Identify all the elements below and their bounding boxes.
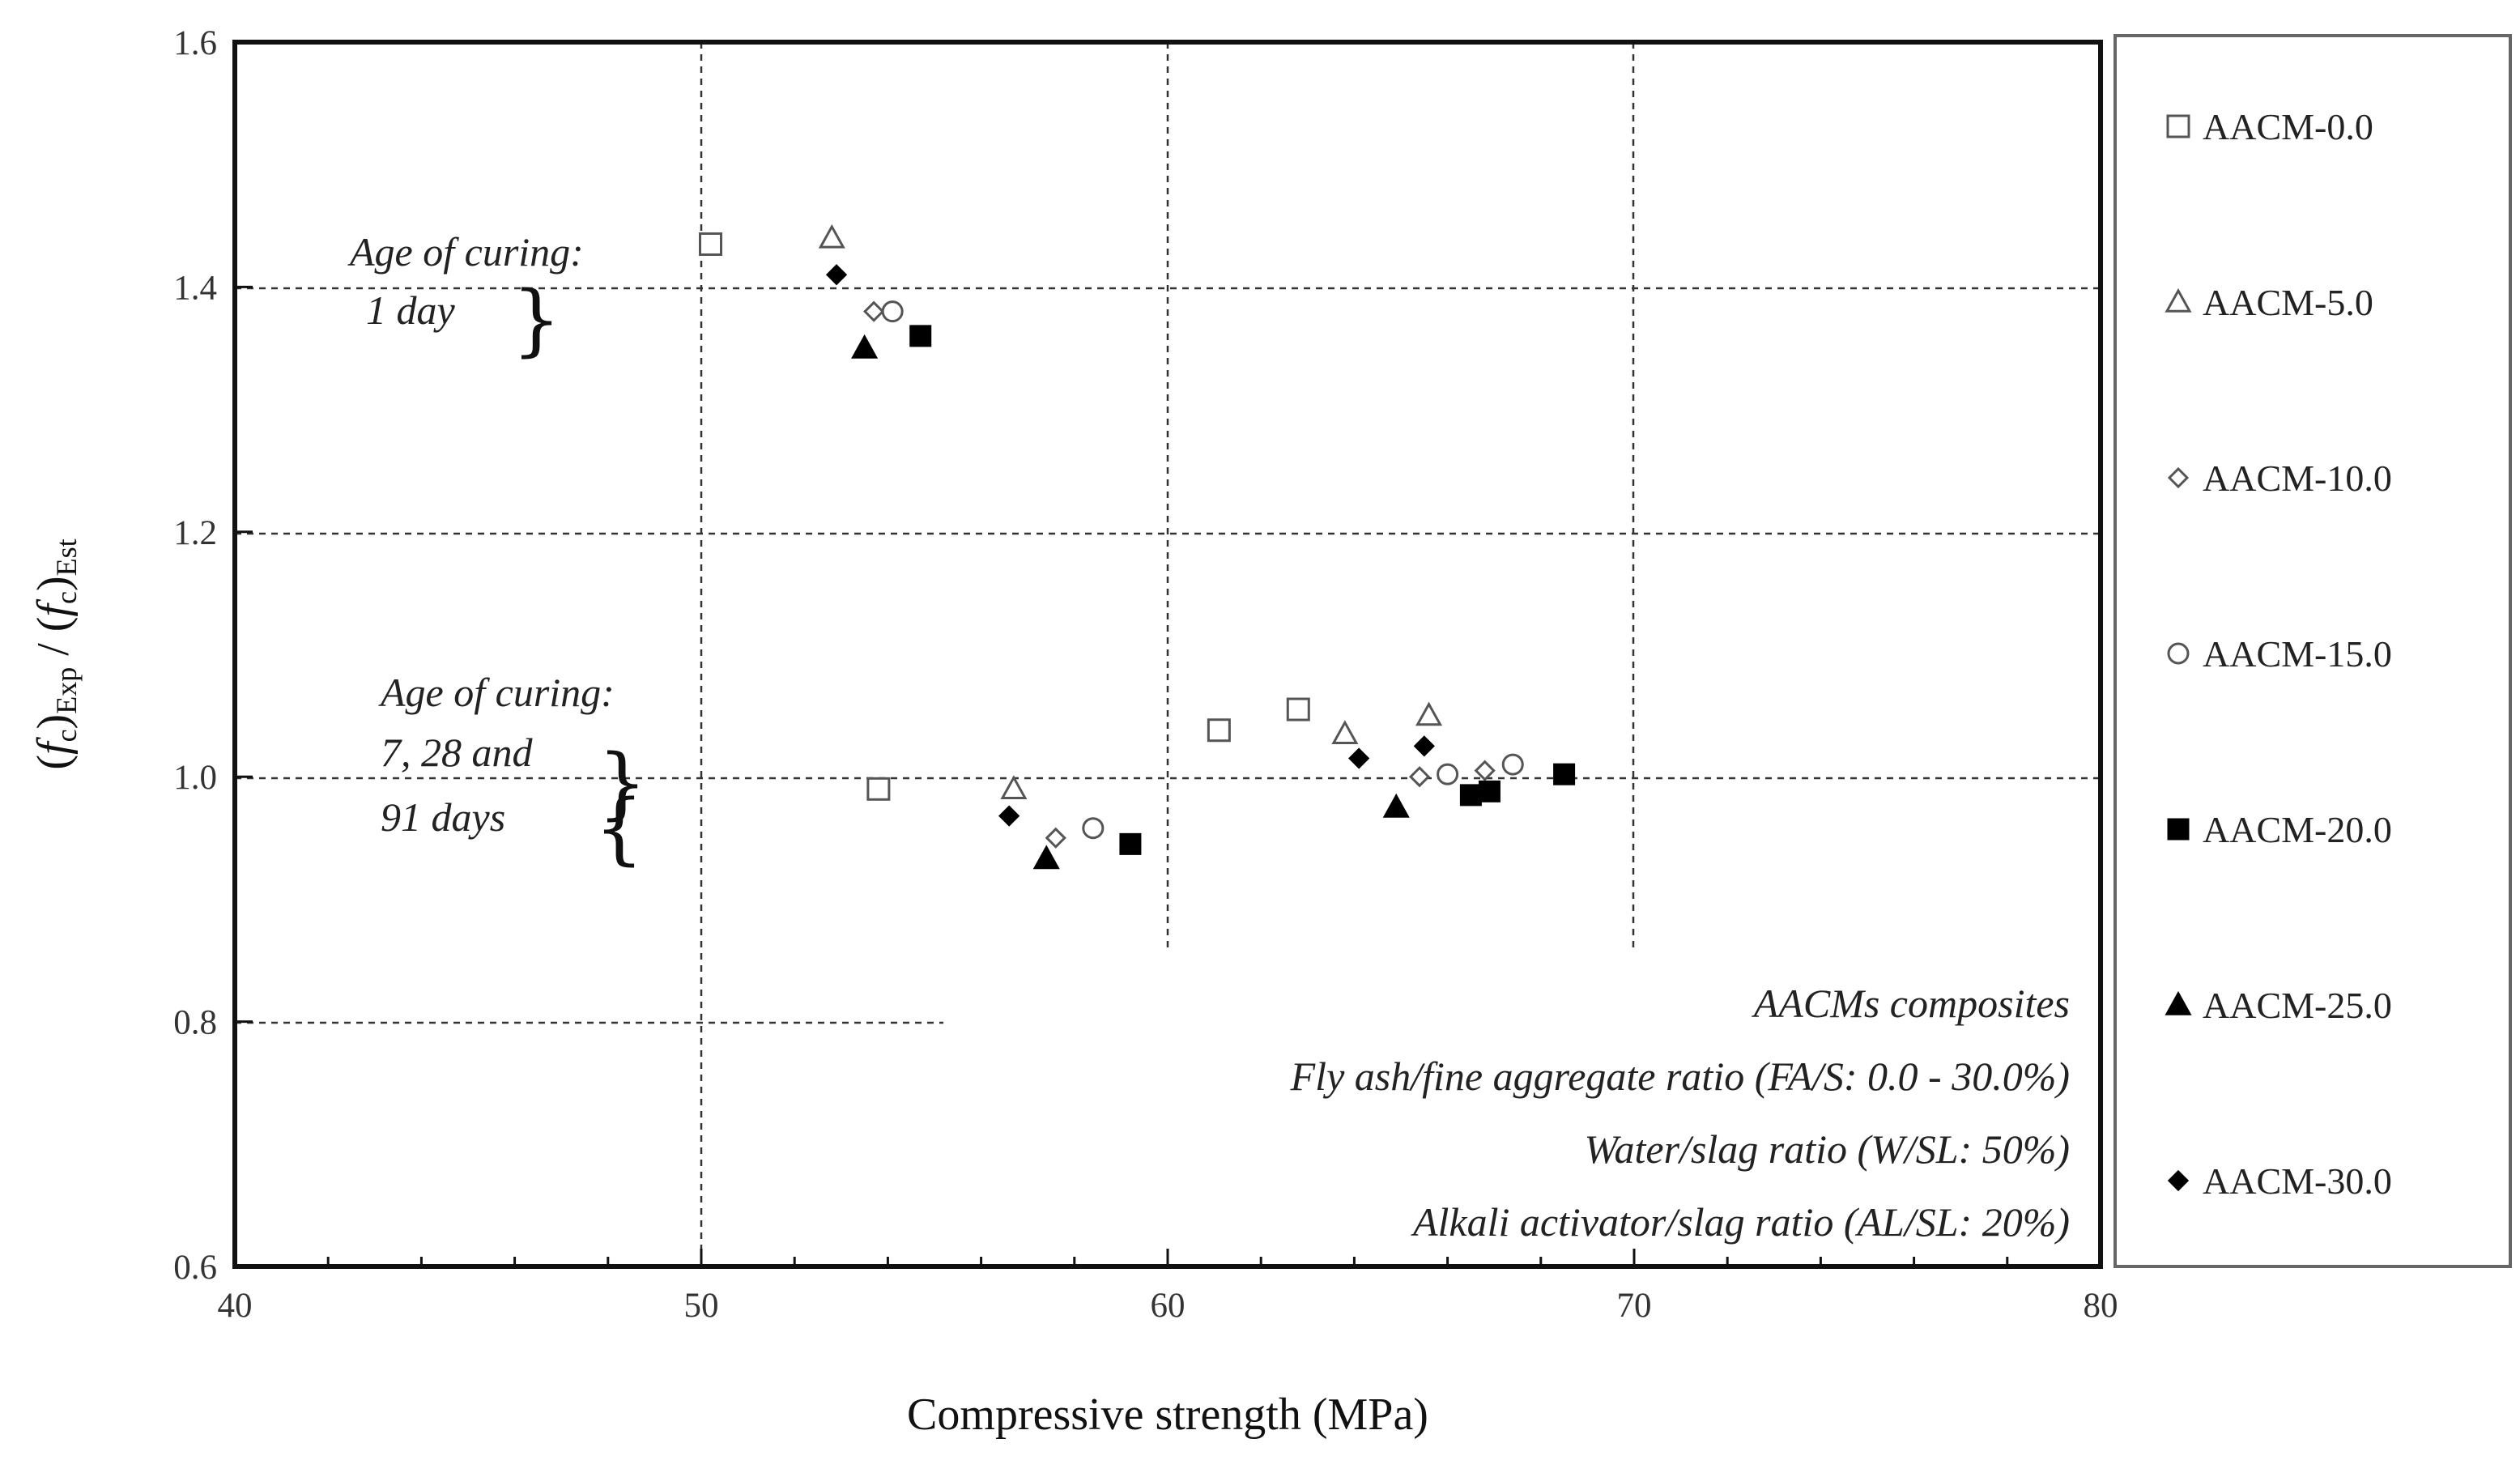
data-point-aacm-5.0 <box>1415 701 1443 726</box>
annotation-age1-line1: Age of curing: <box>347 229 584 275</box>
y-axis-title-part: c <box>50 591 83 604</box>
legend-marker-aacm-20.0 <box>2167 818 2190 841</box>
brace-age2-lower: { <box>594 783 644 874</box>
data-point-aacm-30.0 <box>998 805 1020 827</box>
data-point-aacm-20.0 <box>1119 832 1142 855</box>
y-axis-title-part: Est <box>50 538 83 576</box>
legend-label: AACM-30.0 <box>2203 1160 2392 1202</box>
data-point-aacm-10.0 <box>1045 827 1066 849</box>
note-line1: AACMs composites <box>1752 981 2070 1026</box>
data-markers <box>699 223 1576 870</box>
data-point-aacm-5.0 <box>1000 775 1028 800</box>
legend-marker-aacm-5.0 <box>2165 287 2192 313</box>
data-point-aacm-5.0 <box>1331 720 1359 744</box>
data-point-aacm-25.0 <box>851 334 879 359</box>
y-axis-title-part: Exp <box>50 667 83 714</box>
data-point-aacm-15.0 <box>1082 817 1105 840</box>
data-point-aacm-20.0 <box>1478 780 1501 802</box>
annotation-age2-line3: 91 days <box>381 794 505 840</box>
data-point-aacm-10.0 <box>862 300 885 322</box>
annotation-age2-line1: Age of curing: <box>378 670 615 715</box>
legend-marker-aacm-0.0 <box>2166 114 2190 138</box>
x-tick-label: 40 <box>218 1287 253 1325</box>
legend-marker-aacm-25.0 <box>2165 990 2192 1015</box>
data-point-aacm-0.0 <box>699 232 723 256</box>
data-point-aacm-20.0 <box>1459 784 1482 807</box>
legend-label: AACM-25.0 <box>2203 985 2392 1026</box>
legend-marker-aacm-10.0 <box>2167 466 2190 489</box>
y-axis-title: (fc)Exp / (fc)Est <box>28 538 83 769</box>
brace-age2-upper: } <box>598 738 647 828</box>
data-point-aacm-30.0 <box>825 264 848 286</box>
legend-label: AACM-20.0 <box>2203 809 2392 850</box>
y-axis-title-part: / ( <box>28 617 79 667</box>
data-point-aacm-10.0 <box>1408 766 1431 788</box>
annotation-age1-line2: 1 day <box>366 287 456 333</box>
data-point-aacm-30.0 <box>1413 735 1435 757</box>
note-line3: Water/slag ratio (W/SL: 50%) <box>1584 1126 2070 1172</box>
y-tick-label: 0.8 <box>173 1004 217 1042</box>
x-axis-title: Compressive strength (MPa) <box>907 1390 1428 1440</box>
axis-ticks: 40 50 60 70 80 0.6 0.8 1.0 1.2 1.4 1.6 <box>173 24 2118 1325</box>
y-tick-label: 1.4 <box>173 269 217 307</box>
y-axis-title-part: ( <box>28 755 79 770</box>
data-point-aacm-0.0 <box>866 777 891 801</box>
grid-lines <box>235 42 2101 1266</box>
legend: AACM-0.0 AACM-5.0 AACM-10.0 AACM-15.0 AACM-2… <box>2165 106 2392 1202</box>
x-tick-label: 70 <box>1617 1287 1652 1325</box>
data-point-aacm-25.0 <box>1032 845 1060 870</box>
data-point-aacm-15.0 <box>1437 763 1459 785</box>
data-point-aacm-0.0 <box>1286 697 1310 721</box>
y-tick-label: 1.2 <box>173 514 217 552</box>
data-point-aacm-10.0 <box>1474 760 1496 781</box>
data-point-aacm-15.0 <box>881 300 904 323</box>
note-line2: Fly ash/fine aggregate ratio (FA/S: 0.0 … <box>1290 1053 2070 1099</box>
x-tick-label: 60 <box>1151 1287 1186 1325</box>
annotation-age2-line2: 7, 28 and <box>381 730 534 775</box>
y-axis-title-part: ) <box>28 576 79 591</box>
x-tick-label: 50 <box>684 1287 719 1325</box>
data-point-aacm-25.0 <box>1382 793 1410 818</box>
x-tick-label: 80 <box>2084 1287 2118 1325</box>
data-point-aacm-20.0 <box>909 325 932 347</box>
legend-label: AACM-15.0 <box>2203 633 2392 675</box>
brace-age1: } <box>512 275 561 365</box>
data-point-aacm-0.0 <box>1207 718 1231 743</box>
data-point-aacm-5.0 <box>818 223 845 249</box>
data-point-aacm-20.0 <box>1553 763 1576 785</box>
y-tick-label: 1.0 <box>173 759 217 797</box>
legend-label: AACM-5.0 <box>2203 282 2373 323</box>
y-tick-label: 0.6 <box>173 1249 217 1287</box>
legend-label: AACM-0.0 <box>2203 106 2373 147</box>
y-tick-label: 1.6 <box>173 24 217 62</box>
y-axis-title-part: ) <box>28 714 79 730</box>
legend-marker-aacm-30.0 <box>2167 1169 2190 1192</box>
y-axis-title-part: c <box>50 729 83 742</box>
note-line4: Alkali activator/slag ratio (AL/SL: 20%) <box>1411 1199 2070 1245</box>
data-point-aacm-30.0 <box>1348 747 1370 769</box>
legend-label: AACM-10.0 <box>2203 458 2392 499</box>
data-point-aacm-15.0 <box>1501 753 1524 776</box>
legend-marker-aacm-15.0 <box>2167 642 2190 665</box>
